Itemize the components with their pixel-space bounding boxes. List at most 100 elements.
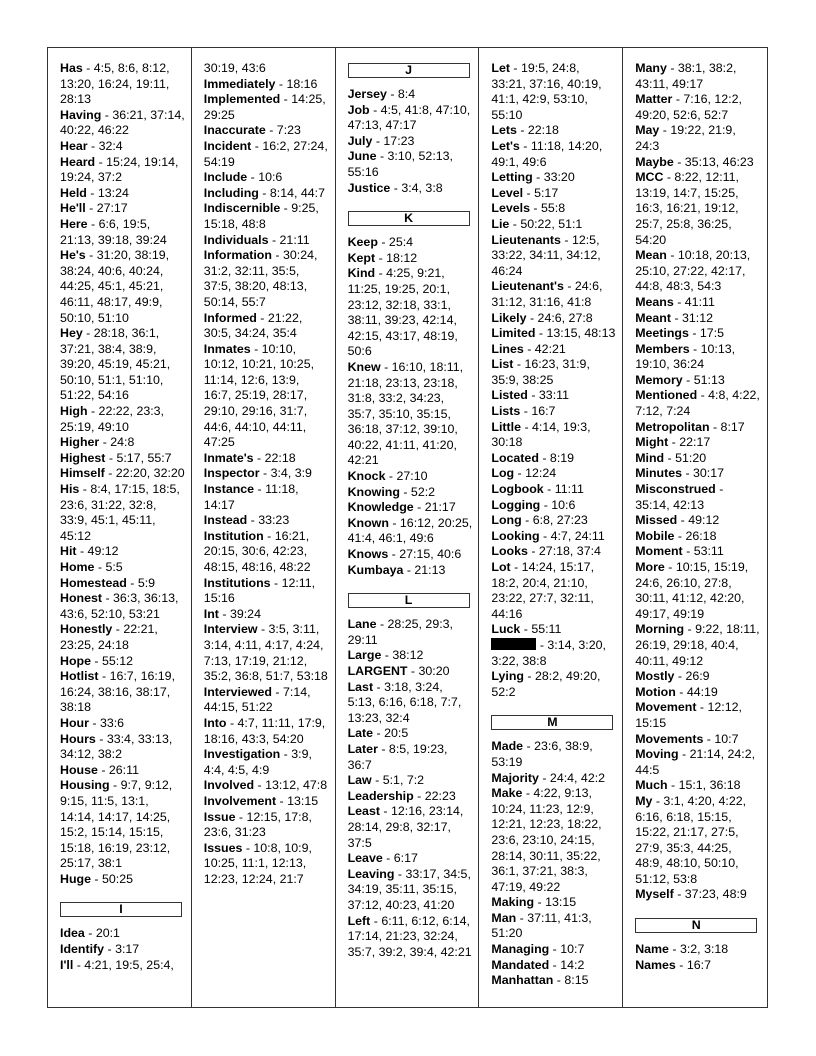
page-line-references: 12:16, 23:14, 28:14, 29:8, 32:17, 37:5 — [347, 804, 464, 850]
index-term: Jersey — [347, 87, 387, 101]
index-entry: I'll - 4:21, 19:5, 25:4, — [60, 957, 174, 972]
index-term: Likely — [491, 310, 527, 325]
letter-section-header: N — [635, 918, 758, 934]
index-entry: Might - 22:17 — [635, 435, 711, 450]
index-entry: Identify - 3:17 — [60, 942, 140, 957]
page-line-references: 17:23 — [383, 133, 415, 148]
index-term: LARGENT — [347, 664, 408, 678]
index-entry: Known - 16:12, 20:25, 41:4, 46:1, 49:6 — [347, 515, 473, 546]
index-entry: Maybe - 35:13, 46:23 — [635, 154, 754, 169]
index-term: Memory — [635, 372, 683, 387]
page-line-references: 22:22, 23:3, 25:19, 49:10 — [60, 404, 164, 434]
index-term: Indiscernible — [203, 201, 281, 216]
index-term: Logging — [491, 497, 541, 512]
page-line-references: 11:18, 14:20, 49:1, 49:6 — [491, 138, 603, 169]
page-line-references: 32:4 — [98, 138, 123, 153]
index-entry: Logging - 10:6 — [491, 497, 576, 512]
index-term: Held — [60, 185, 87, 200]
page-line-references: 20:1 — [95, 926, 120, 941]
index-entry: Let - 19:5, 24:8, 33:21, 37:16, 40:19, 4… — [491, 61, 602, 122]
letter-section-header: L — [347, 593, 470, 609]
page-line-references: 13:15 — [287, 793, 319, 808]
index-entry: Information - 30:24, 31:2, 32:11, 35:5, … — [203, 248, 318, 309]
index-entry: Make - 4:22, 9:13, 10:24, 11:23, 12:9, 1… — [491, 786, 602, 894]
index-term: Kind — [347, 266, 376, 281]
page-line-references: 4:14, 19:3, 30:18 — [491, 419, 591, 450]
index-term: Honest — [60, 591, 102, 606]
page-line-references: 22:17 — [679, 435, 711, 450]
index-entry: Interview - 3:5, 3:11, 3:14, 4:11, 4:17,… — [203, 622, 328, 684]
page-line-references: 3:10, 52:13, 55:16 — [347, 149, 453, 179]
index-term: Metropolitan — [635, 419, 710, 434]
index-term: Inmate's — [203, 450, 254, 465]
index-term: Last — [347, 679, 374, 694]
index-column: Let - 19:5, 24:8, 33:21, 37:16, 40:19, 4… — [479, 48, 624, 1007]
index-term: Let's — [491, 138, 520, 153]
index-term: Lane — [347, 617, 377, 632]
index-term: Morning — [635, 622, 685, 637]
page-line-references: 53:11 — [693, 544, 724, 559]
index-entry: Minutes - 30:17 — [635, 466, 725, 481]
page-line-references: 21:17 — [424, 500, 456, 515]
index-term: Many — [635, 61, 667, 75]
index-term: Meetings — [635, 326, 689, 341]
index-term: Names — [635, 957, 676, 972]
index-entry: Luck - 55:11 — [491, 622, 562, 637]
index-term: Little — [491, 419, 521, 434]
page-line-references: 12:12, 15:15 — [635, 700, 742, 730]
index-term: Instead — [203, 513, 248, 528]
page-line-references: 11:18, 14:17 — [203, 482, 299, 512]
page-line-references: 41:11 — [684, 294, 715, 309]
index-term: Minutes — [635, 466, 682, 481]
index-term: Known — [347, 515, 389, 530]
page-line-references: 10:7 — [714, 731, 739, 746]
page-line-references: 3:4, 3:9 — [270, 466, 312, 481]
index-term: Least — [347, 804, 380, 819]
index-term: Hope — [60, 653, 91, 668]
index-term: Issue — [203, 809, 236, 824]
index-term: Looking — [491, 528, 540, 543]
page-line-references: 28:2, 49:20, 52:2 — [491, 669, 601, 699]
index-term: My — [635, 793, 653, 808]
page-line-references: 19:5, 24:8, 33:21, 37:16, 40:19, 41:1, 4… — [491, 61, 602, 122]
index-term: Job — [347, 102, 370, 117]
index-entry: Later - 8:5, 19:23, 36:7 — [347, 741, 448, 772]
page-line-references: 33:17, 34:5, 34:19, 35:11, 35:15, 37:12,… — [347, 866, 471, 912]
page-line-references: 36:3, 36:13, 43:6, 52:10, 53:21 — [60, 591, 179, 621]
index-term: Home — [60, 560, 95, 574]
index-term: Hotlist — [60, 669, 99, 684]
index-entry: Having - 36:21, 37:14, 40:22, 46:22 — [60, 107, 185, 138]
index-entry: Hotlist - 16:7, 16:19, 16:24, 38:16, 38:… — [60, 669, 176, 715]
page-line-references: 33:6 — [99, 715, 125, 730]
index-term: Make — [491, 786, 523, 801]
page-line-references: 27:15, 40:6 — [399, 547, 462, 562]
index-term: Manhattan — [491, 973, 554, 988]
index-term: Justice — [347, 180, 391, 195]
page-line-references: 30:24, 31:2, 32:11, 35:5, 37:5, 38:20, 4… — [203, 248, 318, 309]
index-entry: Movements - 10:7 — [635, 731, 739, 746]
page-line-references: 21:13 — [414, 562, 446, 577]
index-term: Level — [491, 185, 524, 200]
index-entry: Knock - 27:10 — [347, 469, 428, 484]
index-entry: Informed - 21:22, 30:5, 34:24, 35:4 — [203, 310, 303, 341]
page-line-references: 10:18, 20:13, 25:10, 27:22, 42:17, 44:8,… — [635, 248, 751, 294]
index-entry: Issues - 10:8, 10:9, 10:25, 11:1, 12:13,… — [203, 840, 312, 886]
page-line-references: 16:7 — [686, 957, 711, 972]
index-term: Inmates — [203, 341, 251, 356]
index-entry: Left - 6:11, 6:12, 6:14, 17:14, 21:23, 3… — [347, 913, 472, 959]
index-term: Matter — [635, 92, 673, 107]
page-line-references: 27:18, 37:4 — [538, 544, 601, 559]
page-line-references: 9:22, 18:11, 26:19, 29:18, 40:4, 40:11, … — [635, 622, 760, 668]
index-term: Moment — [635, 544, 683, 559]
page-line-references: 9:25, 15:18, 48:8 — [203, 201, 319, 231]
page-line-references: 24:6, 27:8 — [537, 310, 593, 325]
page-line-references: 3:18, 3:24, 5:13, 6:16, 6:18, 7:7, 13:23… — [347, 679, 462, 725]
index-term: List — [491, 357, 514, 372]
index-entry: Lying - 28:2, 49:20, 52:2 — [491, 669, 601, 699]
index-entry: Levels - 55:8 — [491, 201, 566, 216]
page-line-references: 35:14, 42:13 — [635, 497, 705, 512]
index-term: Man — [491, 910, 517, 925]
index-term: More — [635, 560, 665, 574]
index-entry: Law - 5:1, 7:2 — [347, 773, 425, 788]
index-entry: Issue - 12:15, 17:8, 23:6, 31:23 — [203, 809, 312, 840]
